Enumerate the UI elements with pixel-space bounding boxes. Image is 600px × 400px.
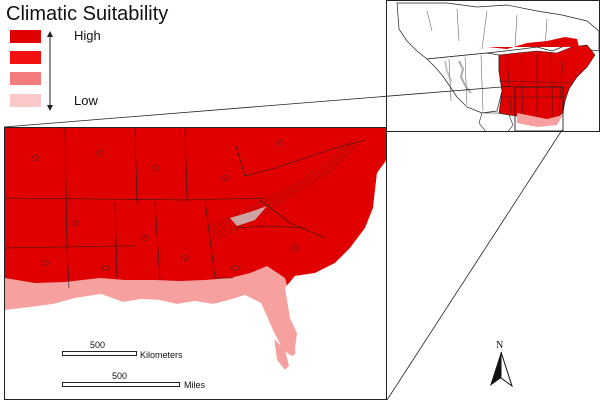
legend-swatch-4 <box>10 94 41 107</box>
land-low-florida <box>273 338 289 370</box>
inset-map-svg <box>396 2 599 131</box>
legend-swatch-1 <box>10 30 41 43</box>
main-map <box>4 127 387 400</box>
legend-arrow-icon <box>47 31 53 111</box>
legend-title: Climatic Suitability <box>6 3 169 25</box>
scale-mi-bar <box>62 382 180 387</box>
north-arrow: N <box>488 340 516 388</box>
inset-east-us <box>498 44 596 122</box>
inset-mexico <box>478 112 514 131</box>
legend: Climatic Suitability High Low <box>0 0 300 120</box>
scale-mi-unit: Miles <box>184 380 206 390</box>
north-arrow-icon <box>490 352 513 388</box>
legend-high-label: High <box>74 28 101 43</box>
gulf-water <box>5 294 305 399</box>
inset-extent-rect <box>514 86 564 131</box>
scale-mi-value: 500 <box>112 371 128 381</box>
state-borders <box>5 128 366 289</box>
legend-low-label: Low <box>74 93 98 108</box>
hatch-patches <box>30 140 300 271</box>
main-map-svg <box>5 128 386 399</box>
north-label: N <box>496 340 504 351</box>
legend-swatch-2 <box>10 51 41 64</box>
inset-map <box>386 0 600 132</box>
scale-km-bar <box>62 351 137 356</box>
atlantic-water <box>285 160 386 399</box>
legend-swatch-3 <box>10 72 41 85</box>
scale-km-unit: Kilometers <box>140 350 183 360</box>
land-high <box>5 128 386 353</box>
scale-km-value: 500 <box>90 340 106 350</box>
land-low-gulf <box>5 266 302 356</box>
